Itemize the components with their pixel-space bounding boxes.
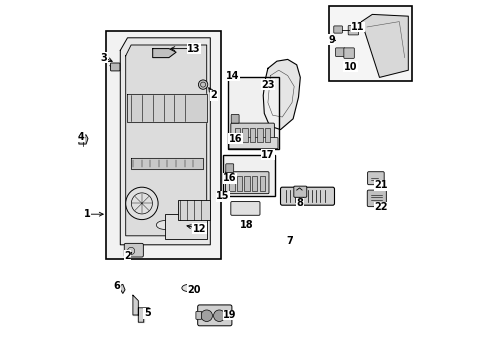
Bar <box>242 128 247 142</box>
Polygon shape <box>131 158 203 169</box>
Circle shape <box>198 80 207 89</box>
FancyBboxPatch shape <box>225 164 233 172</box>
Bar <box>165 214 206 239</box>
Polygon shape <box>361 14 407 77</box>
Polygon shape <box>263 59 300 130</box>
Text: 5: 5 <box>143 308 150 318</box>
FancyBboxPatch shape <box>228 138 277 149</box>
FancyBboxPatch shape <box>280 187 334 205</box>
Bar <box>229 176 234 191</box>
Bar <box>106 31 221 259</box>
Bar <box>257 128 263 142</box>
FancyBboxPatch shape <box>196 311 201 319</box>
Bar <box>237 176 242 191</box>
Bar <box>223 155 275 196</box>
Circle shape <box>201 310 212 321</box>
Bar <box>178 200 210 220</box>
Bar <box>328 6 411 81</box>
FancyBboxPatch shape <box>335 48 344 57</box>
Ellipse shape <box>156 220 174 230</box>
Ellipse shape <box>182 284 195 292</box>
Text: 17: 17 <box>261 150 274 160</box>
Polygon shape <box>120 38 210 245</box>
Text: 15: 15 <box>216 191 229 201</box>
Bar <box>259 176 264 191</box>
Bar <box>249 128 255 142</box>
FancyBboxPatch shape <box>343 48 354 58</box>
Bar <box>228 77 278 149</box>
FancyBboxPatch shape <box>124 243 143 257</box>
Text: 23: 23 <box>261 80 274 90</box>
Text: 16: 16 <box>228 134 242 144</box>
Text: 12: 12 <box>192 224 206 234</box>
FancyBboxPatch shape <box>333 26 342 33</box>
Text: 6: 6 <box>113 281 120 291</box>
Text: 13: 13 <box>187 44 201 54</box>
FancyBboxPatch shape <box>366 190 386 207</box>
Text: 16: 16 <box>223 173 236 183</box>
Polygon shape <box>79 135 88 144</box>
Text: 2: 2 <box>210 90 217 100</box>
FancyBboxPatch shape <box>347 26 358 35</box>
Circle shape <box>125 187 158 220</box>
FancyBboxPatch shape <box>293 186 306 197</box>
FancyBboxPatch shape <box>110 63 120 71</box>
Polygon shape <box>152 49 176 58</box>
Text: 8: 8 <box>296 198 303 208</box>
Text: 18: 18 <box>239 220 253 230</box>
Text: 7: 7 <box>285 236 292 246</box>
Text: 9: 9 <box>327 35 334 45</box>
Text: 11: 11 <box>350 22 364 32</box>
Text: 20: 20 <box>187 285 201 295</box>
Text: 3: 3 <box>101 53 107 63</box>
FancyBboxPatch shape <box>231 114 239 123</box>
Text: 22: 22 <box>374 202 387 212</box>
Polygon shape <box>125 45 206 236</box>
Circle shape <box>213 310 224 321</box>
FancyBboxPatch shape <box>367 172 384 185</box>
Bar <box>244 176 249 191</box>
Text: 14: 14 <box>226 71 239 81</box>
Text: 4: 4 <box>77 132 84 142</box>
Polygon shape <box>133 295 149 322</box>
FancyBboxPatch shape <box>230 123 274 145</box>
Polygon shape <box>127 94 206 122</box>
FancyBboxPatch shape <box>225 172 268 194</box>
Text: 1: 1 <box>83 209 90 219</box>
Text: 2: 2 <box>124 251 131 261</box>
Bar <box>251 176 257 191</box>
Text: 21: 21 <box>374 180 387 190</box>
FancyBboxPatch shape <box>230 202 260 215</box>
FancyBboxPatch shape <box>197 305 231 326</box>
Text: 19: 19 <box>223 310 236 320</box>
Bar <box>234 128 240 142</box>
Bar <box>264 128 270 142</box>
Polygon shape <box>118 284 125 293</box>
Text: 10: 10 <box>343 62 357 72</box>
